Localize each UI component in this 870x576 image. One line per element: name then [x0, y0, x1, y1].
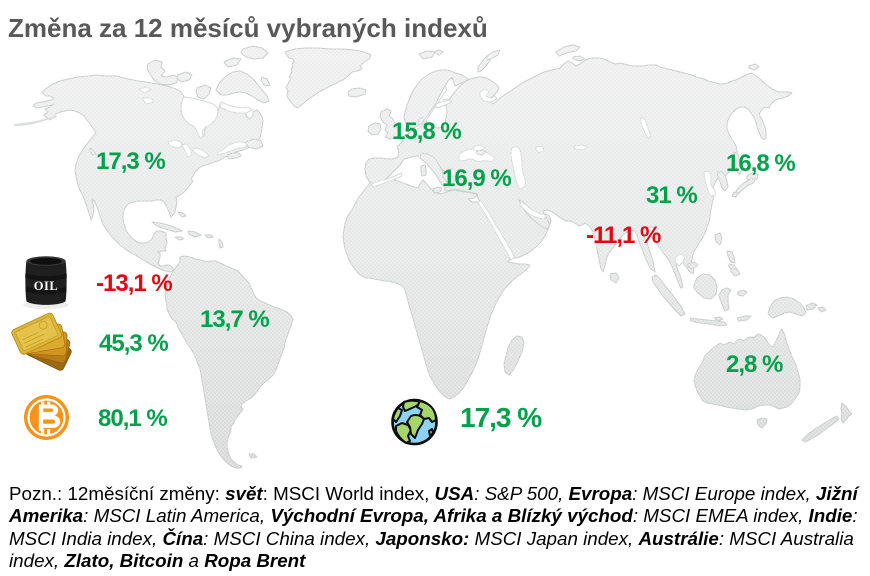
svg-text:OIL: OIL: [34, 279, 58, 293]
